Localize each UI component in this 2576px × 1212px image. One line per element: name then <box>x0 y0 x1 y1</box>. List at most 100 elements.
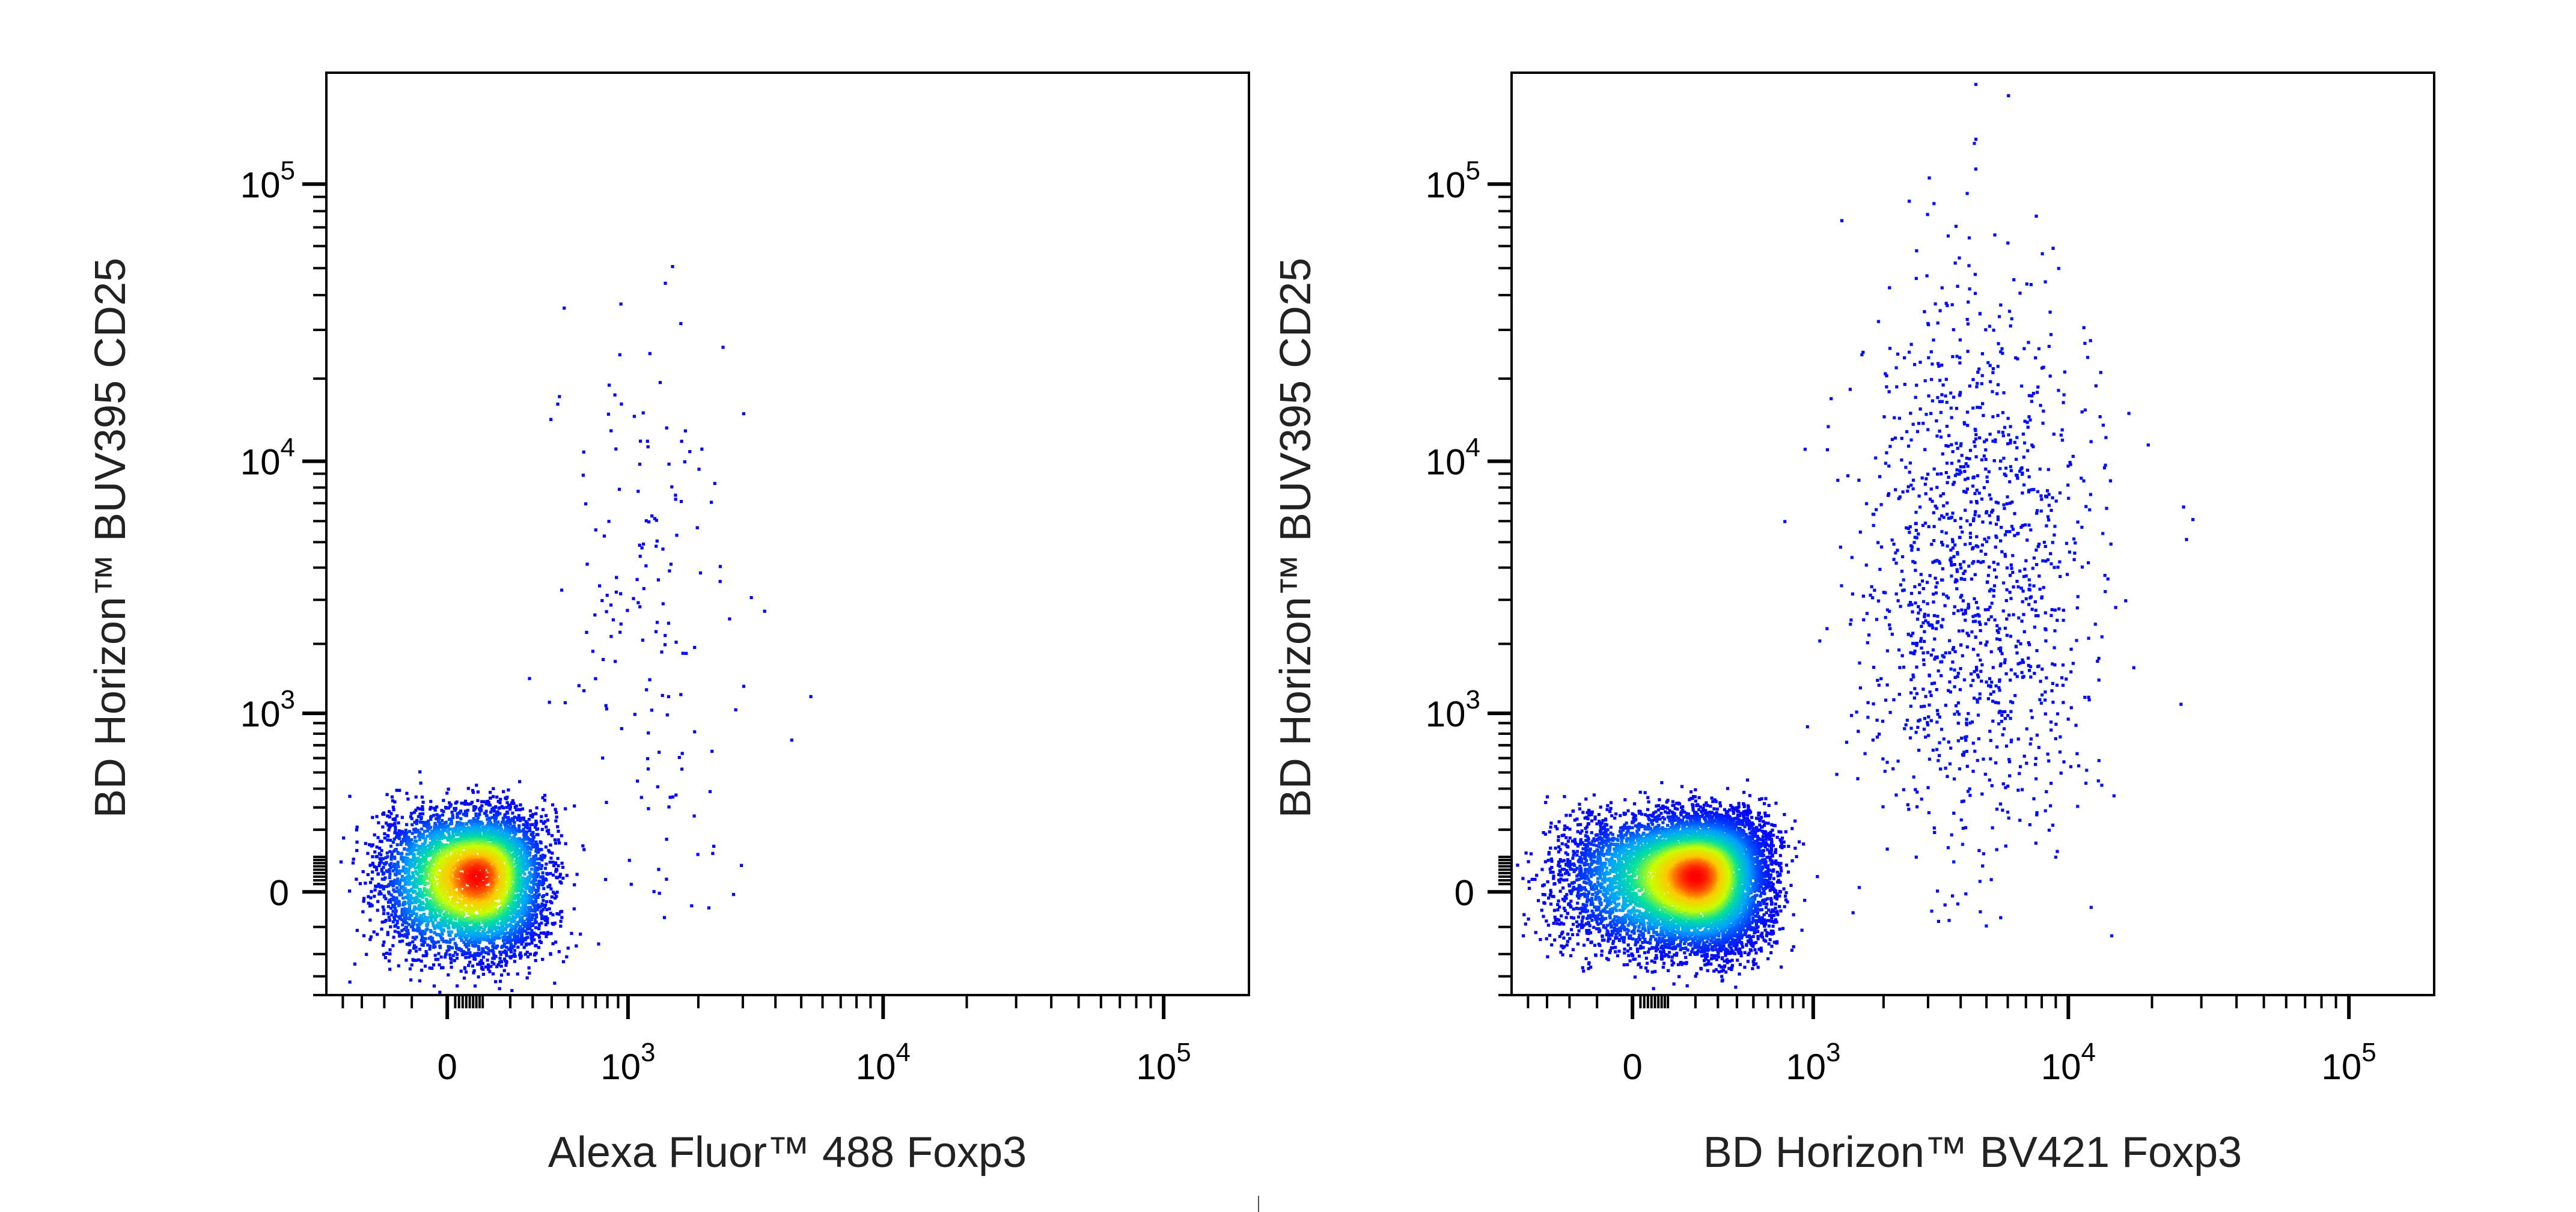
data-point <box>437 952 440 955</box>
data-point <box>558 880 561 883</box>
data-point <box>469 926 472 929</box>
data-point <box>556 825 559 828</box>
data-point <box>655 519 658 522</box>
data-point <box>456 833 459 836</box>
data-point <box>362 870 365 873</box>
data-point <box>636 490 639 493</box>
data-point <box>601 757 604 760</box>
data-point <box>367 873 370 876</box>
data-point <box>554 940 557 943</box>
data-point <box>639 555 642 558</box>
data-point <box>394 826 397 829</box>
data-point <box>349 981 352 984</box>
data-point <box>454 858 457 861</box>
data-point <box>564 807 567 810</box>
data-point <box>734 708 737 711</box>
data-point <box>443 836 446 839</box>
data-point <box>552 891 555 894</box>
data-point <box>605 610 608 613</box>
data-point <box>655 630 658 633</box>
data-point <box>549 860 552 863</box>
data-point <box>494 980 497 983</box>
data-point <box>370 936 373 939</box>
data-point <box>508 891 511 894</box>
data-point <box>409 949 412 952</box>
data-point <box>511 853 514 856</box>
data-point <box>427 882 430 885</box>
data-point <box>612 618 615 621</box>
data-point <box>374 889 377 892</box>
data-point <box>618 631 621 634</box>
data-point <box>515 808 518 811</box>
data-point <box>638 544 641 547</box>
data-point <box>516 946 519 949</box>
data-point <box>447 973 450 976</box>
data-point <box>369 881 372 884</box>
data-point <box>579 933 582 936</box>
data-point <box>373 833 376 836</box>
data-point <box>376 933 379 936</box>
data-point <box>383 836 386 839</box>
data-point <box>420 960 423 963</box>
data-point <box>373 895 376 898</box>
data-point <box>546 829 549 832</box>
data-point <box>483 928 486 931</box>
data-point <box>540 909 543 912</box>
data-point <box>526 976 529 979</box>
data-point <box>585 562 588 565</box>
data-point <box>620 403 623 406</box>
data-point <box>376 855 379 858</box>
data-point <box>392 896 395 899</box>
data-point <box>505 954 508 957</box>
data-point <box>712 845 715 848</box>
data-point <box>605 704 608 707</box>
data-point <box>398 900 401 903</box>
data-point <box>680 500 683 503</box>
data-point <box>646 440 649 443</box>
data-point <box>665 878 668 881</box>
data-point <box>661 547 664 550</box>
data-point <box>598 584 601 587</box>
data-point <box>403 848 406 851</box>
data-point <box>534 952 537 955</box>
data-point <box>606 594 609 597</box>
data-point <box>541 828 544 831</box>
data-point <box>647 767 650 770</box>
data-point <box>609 603 612 606</box>
data-point <box>674 498 677 501</box>
data-point <box>649 352 652 355</box>
data-point <box>415 912 418 915</box>
data-point <box>355 878 358 881</box>
data-point <box>452 937 455 940</box>
data-point <box>464 956 467 959</box>
data-point <box>450 961 453 964</box>
data-point <box>398 837 401 840</box>
data-point <box>421 902 424 905</box>
data-point <box>385 919 388 922</box>
data-point <box>504 932 507 935</box>
data-point <box>379 853 382 856</box>
data-point <box>480 800 483 803</box>
data-point <box>380 840 383 843</box>
data-point <box>428 854 431 857</box>
data-point <box>391 796 394 799</box>
data-point <box>394 912 397 915</box>
data-point <box>408 830 411 833</box>
data-point <box>411 940 414 943</box>
data-point <box>600 599 603 602</box>
data-point <box>381 826 384 829</box>
data-point <box>463 966 466 969</box>
data-point <box>411 817 414 820</box>
data-point <box>552 874 555 877</box>
data-point <box>389 812 392 815</box>
data-point <box>401 940 404 943</box>
data-point <box>390 857 393 860</box>
data-point <box>371 904 374 907</box>
data-point <box>400 852 403 855</box>
data-point <box>680 440 683 443</box>
data-point <box>674 641 677 644</box>
data-point <box>545 900 548 903</box>
data-point <box>420 827 423 830</box>
data-point <box>508 923 511 926</box>
data-point <box>555 876 558 879</box>
